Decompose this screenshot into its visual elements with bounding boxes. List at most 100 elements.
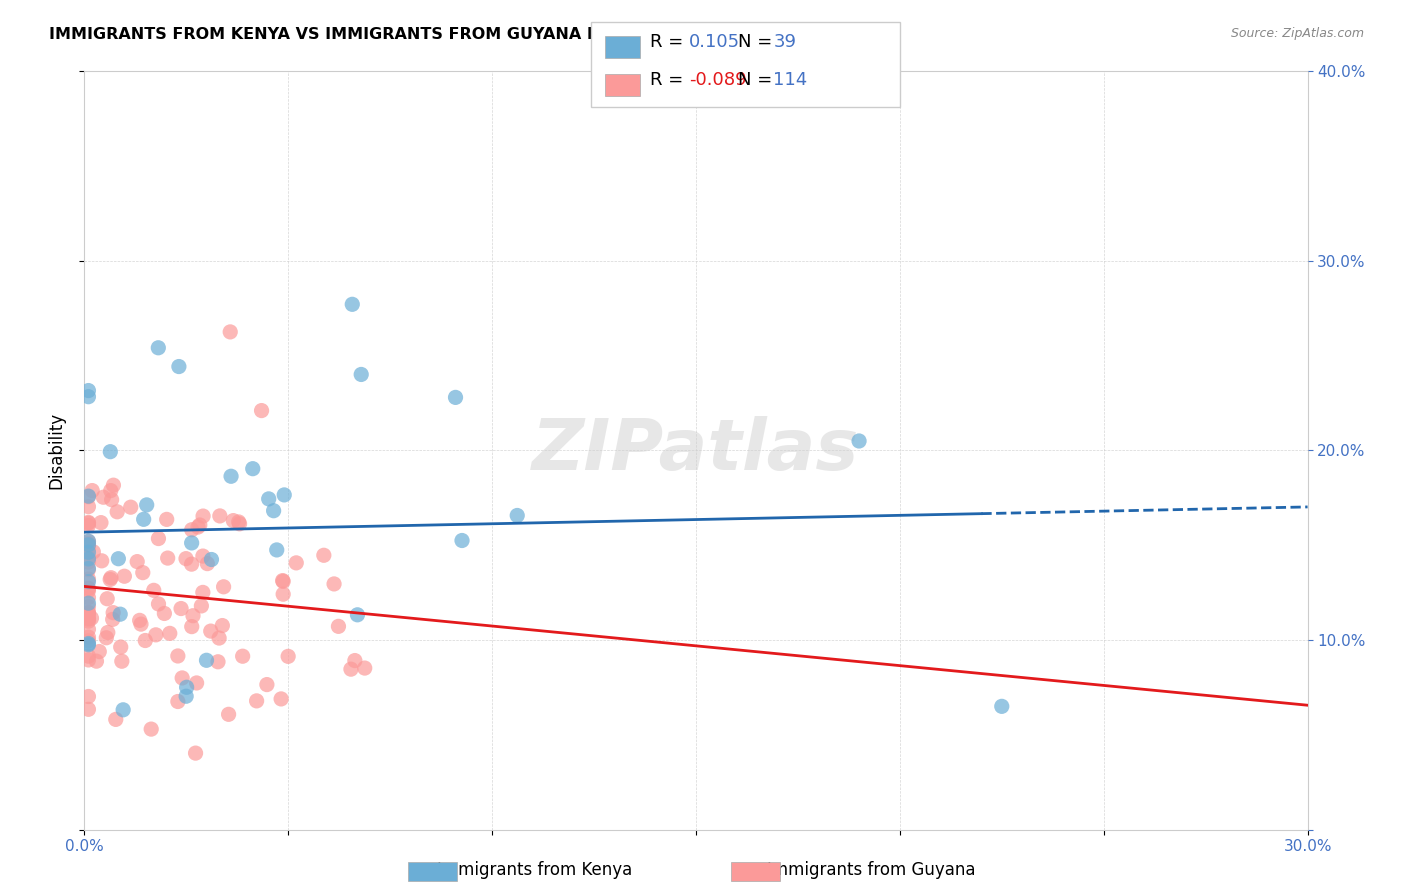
Immigrants from Guyana — [340, 662, 363, 676]
Immigrants from Guyana — [82, 545, 104, 559]
Immigrants from Guyana — [96, 591, 118, 606]
Immigrants from Guyana — [77, 542, 100, 557]
Text: 114: 114 — [773, 71, 807, 89]
Text: 39: 39 — [773, 33, 796, 51]
Immigrants from Guyana — [77, 572, 100, 586]
Immigrants from Kenya — [242, 461, 264, 475]
Immigrants from Kenya — [77, 390, 100, 404]
Immigrants from Guyana — [89, 644, 111, 658]
Immigrants from Guyana — [207, 655, 229, 669]
Immigrants from Guyana — [104, 713, 127, 727]
Immigrants from Kenya — [77, 534, 100, 549]
Immigrants from Kenya — [273, 488, 295, 502]
Immigrants from Guyana — [271, 574, 294, 589]
Immigrants from Guyana — [77, 538, 100, 552]
Immigrants from Kenya — [77, 538, 100, 552]
Immigrants from Guyana — [77, 614, 100, 628]
Immigrants from Kenya — [112, 703, 135, 717]
Immigrants from Guyana — [97, 625, 120, 640]
Immigrants from Guyana — [180, 523, 202, 537]
Immigrants from Guyana — [110, 640, 132, 654]
Text: IMMIGRANTS FROM KENYA VS IMMIGRANTS FROM GUYANA DISABILITY CORRELATION CHART: IMMIGRANTS FROM KENYA VS IMMIGRANTS FROM… — [49, 27, 884, 42]
Immigrants from Guyana — [77, 633, 100, 648]
Immigrants from Guyana — [129, 617, 152, 632]
Immigrants from Kenya — [266, 543, 288, 558]
Immigrants from Guyana — [148, 597, 170, 611]
Immigrants from Guyana — [100, 492, 122, 507]
Immigrants from Kenya — [77, 384, 100, 398]
Immigrants from Guyana — [77, 516, 100, 530]
Immigrants from Guyana — [96, 631, 118, 645]
Immigrants from Guyana — [219, 325, 242, 339]
Immigrants from Kenya — [107, 551, 129, 566]
Immigrants from Guyana — [90, 554, 112, 568]
Immigrants from Guyana — [208, 508, 231, 523]
Immigrants from Guyana — [77, 649, 100, 664]
Immigrants from Kenya — [132, 512, 155, 526]
Immigrants from Guyana — [145, 628, 167, 642]
Immigrants from Guyana — [285, 556, 308, 570]
Immigrants from Guyana — [170, 601, 193, 615]
Immigrants from Guyana — [77, 500, 100, 514]
Immigrants from Guyana — [77, 606, 100, 620]
Immigrants from Guyana — [77, 550, 100, 565]
Immigrants from Guyana — [77, 534, 100, 549]
Immigrants from Guyana — [127, 555, 149, 569]
Immigrants from Guyana — [98, 573, 121, 587]
Immigrants from Guyana — [232, 649, 254, 664]
Immigrants from Guyana — [191, 509, 214, 524]
Immigrants from Guyana — [101, 606, 124, 620]
Immigrants from Guyana — [132, 566, 155, 580]
Text: Immigrants from Guyana: Immigrants from Guyana — [768, 861, 976, 879]
Immigrants from Guyana — [134, 633, 156, 648]
Immigrants from Guyana — [77, 606, 100, 620]
Immigrants from Guyana — [200, 624, 222, 639]
Immigrants from Guyana — [271, 574, 294, 588]
Immigrants from Guyana — [77, 581, 100, 595]
Immigrants from Kenya — [342, 297, 364, 311]
Immigrants from Guyana — [91, 490, 114, 504]
Immigrants from Kenya — [77, 489, 100, 503]
Immigrants from Guyana — [212, 580, 235, 594]
Immigrants from Guyana — [312, 549, 335, 563]
Immigrants from Guyana — [112, 569, 135, 583]
Immigrants from Guyana — [77, 607, 100, 622]
Immigrants from Guyana — [77, 536, 100, 550]
Immigrants from Guyana — [228, 515, 250, 529]
Immigrants from Guyana — [77, 599, 100, 614]
Immigrants from Kenya — [346, 607, 368, 622]
Immigrants from Guyana — [77, 622, 100, 636]
Text: R =: R = — [650, 71, 689, 89]
Immigrants from Kenya — [108, 607, 131, 622]
Text: ZIPatlas: ZIPatlas — [533, 416, 859, 485]
Immigrants from Guyana — [323, 577, 346, 591]
Text: N =: N = — [738, 71, 778, 89]
Immigrants from Guyana — [328, 619, 350, 633]
Immigrants from Guyana — [120, 500, 142, 515]
Immigrants from Guyana — [77, 516, 100, 531]
Immigrants from Kenya — [77, 636, 100, 650]
Immigrants from Guyana — [195, 557, 218, 571]
Immigrants from Guyana — [77, 555, 100, 569]
Immigrants from Guyana — [128, 613, 150, 627]
Immigrants from Guyana — [103, 478, 125, 492]
Immigrants from Kenya — [451, 533, 474, 548]
Immigrants from Kenya — [506, 508, 529, 523]
Immigrants from Kenya — [180, 536, 202, 550]
Immigrants from Kenya — [200, 552, 222, 566]
Immigrants from Guyana — [141, 722, 163, 736]
Immigrants from Guyana — [181, 608, 204, 623]
Immigrants from Guyana — [77, 563, 100, 577]
Text: N =: N = — [738, 33, 778, 51]
Immigrants from Guyana — [77, 653, 100, 667]
Immigrants from Guyana — [172, 671, 194, 685]
Y-axis label: Disability: Disability — [48, 412, 66, 489]
Immigrants from Guyana — [191, 585, 214, 599]
Immigrants from Kenya — [77, 638, 100, 652]
Immigrants from Kenya — [148, 341, 170, 355]
Immigrants from Guyana — [228, 516, 250, 531]
Immigrants from Kenya — [991, 699, 1014, 714]
Immigrants from Kenya — [195, 653, 218, 667]
Immigrants from Kenya — [444, 391, 467, 405]
Immigrants from Kenya — [174, 690, 197, 704]
